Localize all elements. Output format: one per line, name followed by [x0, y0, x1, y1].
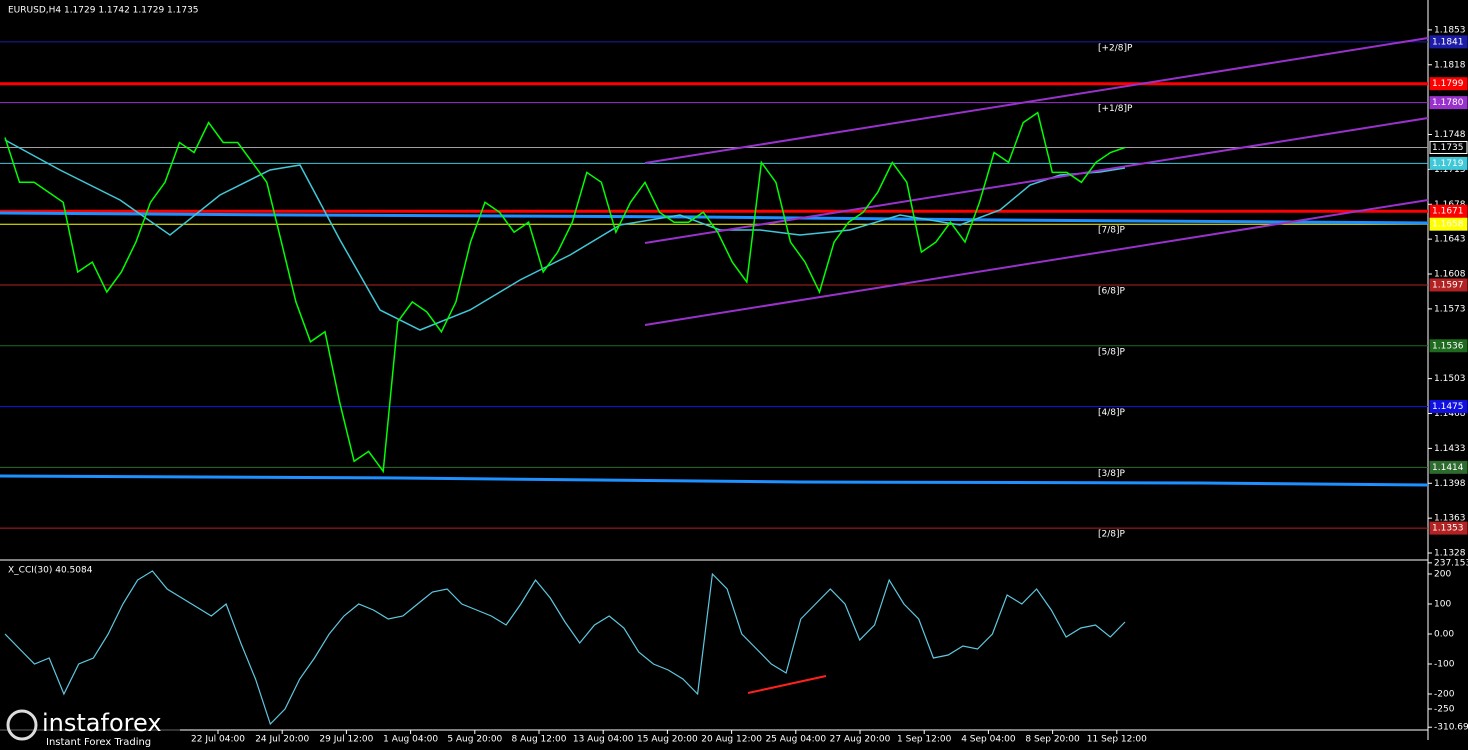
y-tick-label: 1.1398: [1434, 479, 1466, 489]
x-tick-label: 29 Jul 12:00: [319, 735, 373, 745]
x-tick-label: 25 Aug 04:00: [765, 735, 826, 745]
slow-ma: [0, 211, 1429, 225]
y-tick-label: 1.1608: [1434, 270, 1466, 280]
level-box: [1429, 460, 1468, 474]
level-box: [1429, 400, 1468, 414]
level-label: 1.1671: [1432, 207, 1464, 217]
level-box: [1429, 204, 1468, 218]
x-tick-label: 15 Aug 20:00: [637, 735, 698, 745]
level-box: [1429, 156, 1468, 170]
level-marker: [6/8]P: [1098, 286, 1126, 296]
y-tick-label: 1.1853: [1434, 25, 1466, 35]
level-label: 1.1780: [1432, 98, 1464, 108]
series-line: [4, 570, 1126, 726]
level-label: 1.1353: [1432, 524, 1464, 534]
y-tick-label: 1.1573: [1434, 304, 1466, 314]
y-tick-label: -100: [1434, 660, 1455, 670]
watermark: instaforex Instant Forex Trading: [0, 705, 180, 750]
level-box: [1429, 278, 1468, 292]
x-tick-label: 11 Sep 12:00: [1087, 735, 1147, 745]
level-label: 1.1536: [1432, 341, 1464, 351]
x-tick-label: 5 Aug 20:00: [447, 735, 502, 745]
long-ma: [0, 474, 1429, 487]
level-label: 1.1658: [1432, 220, 1464, 230]
fast-ma: [4, 139, 1126, 331]
level-label: 1.1719: [1432, 159, 1464, 169]
level-label: 1.1841: [1432, 37, 1464, 47]
y-tick-label: 1.1643: [1434, 235, 1466, 245]
x-tick-label: 8 Sep 20:00: [1025, 735, 1080, 745]
x-tick-label: 20 Aug 12:00: [701, 735, 762, 745]
y-tick-label: 1.1503: [1434, 374, 1466, 384]
y-tick-label: 1.1363: [1434, 514, 1466, 524]
x-tick-label: 1 Sep 12:00: [897, 735, 952, 745]
y-tick-label: 1.1818: [1434, 60, 1466, 70]
x-tick-label: 13 Aug 04:00: [573, 735, 634, 745]
y-tick-label: -200: [1434, 690, 1455, 700]
y-tick-label: 200: [1434, 570, 1451, 580]
indicator-title: X_CCI(30) 40.5084: [8, 566, 93, 576]
level-marker: [2/8]P: [1098, 530, 1126, 540]
y-tick-label: 100: [1434, 600, 1451, 610]
watermark-brand: instaforex: [42, 709, 162, 737]
y-tick-label: 1.1748: [1434, 130, 1466, 140]
series-line: [4, 111, 1126, 474]
divergence-line: [747, 675, 827, 694]
level-marker: [3/8]P: [1098, 469, 1126, 479]
level-box: [1429, 35, 1468, 49]
y-tick-label: -310.6917: [1434, 723, 1468, 733]
level-box: [1429, 339, 1468, 353]
channel-lower: [644, 199, 1429, 326]
x-tick-label: 24 Jul 20:00: [255, 735, 309, 745]
level-label: 1.1414: [1432, 463, 1464, 473]
x-tick-label: 22 Jul 04:00: [191, 735, 245, 745]
level-box: [1429, 140, 1468, 154]
y-tick-label: 1.1328: [1434, 549, 1466, 559]
x-tick-label: 1 Aug 04:00: [383, 735, 438, 745]
y-tick-label: 0.00: [1434, 630, 1454, 640]
y-tick-label: 1.1468: [1434, 409, 1466, 419]
level-box: [1429, 521, 1468, 535]
level-marker: [4/8]P: [1098, 408, 1126, 418]
channel-middle: [644, 117, 1429, 244]
watermark-tagline: Instant Forex Trading: [46, 737, 151, 748]
x-tick-label: 4 Sep 04:00: [961, 735, 1016, 745]
level-label: 1.1597: [1432, 280, 1464, 290]
level-box: [1429, 96, 1468, 110]
x-tick-label: 8 Aug 12:00: [512, 735, 567, 745]
level-marker: [5/8]P: [1098, 347, 1126, 357]
level-label: 1.1799: [1432, 79, 1464, 89]
level-marker: [+2/8]P: [1098, 43, 1133, 53]
level-box: [1429, 77, 1468, 91]
chart-title: EURUSD,H4 1.1729 1.1742 1.1729 1.1735: [8, 6, 199, 16]
y-tick-label: 1.1433: [1434, 444, 1466, 454]
channel-upper: [644, 37, 1429, 164]
level-marker: [+1/8]P: [1098, 104, 1133, 114]
level-marker: [7/8]P: [1098, 226, 1126, 236]
level-label: 1.1475: [1432, 402, 1464, 412]
y-tick-label: 237.1533: [1434, 558, 1468, 568]
level-box: [1429, 217, 1468, 231]
x-tick-label: 27 Aug 20:00: [830, 735, 891, 745]
level-label: 1.1735: [1432, 143, 1464, 153]
watermark-logo: [6, 709, 38, 741]
y-tick-label: -250: [1434, 705, 1455, 715]
